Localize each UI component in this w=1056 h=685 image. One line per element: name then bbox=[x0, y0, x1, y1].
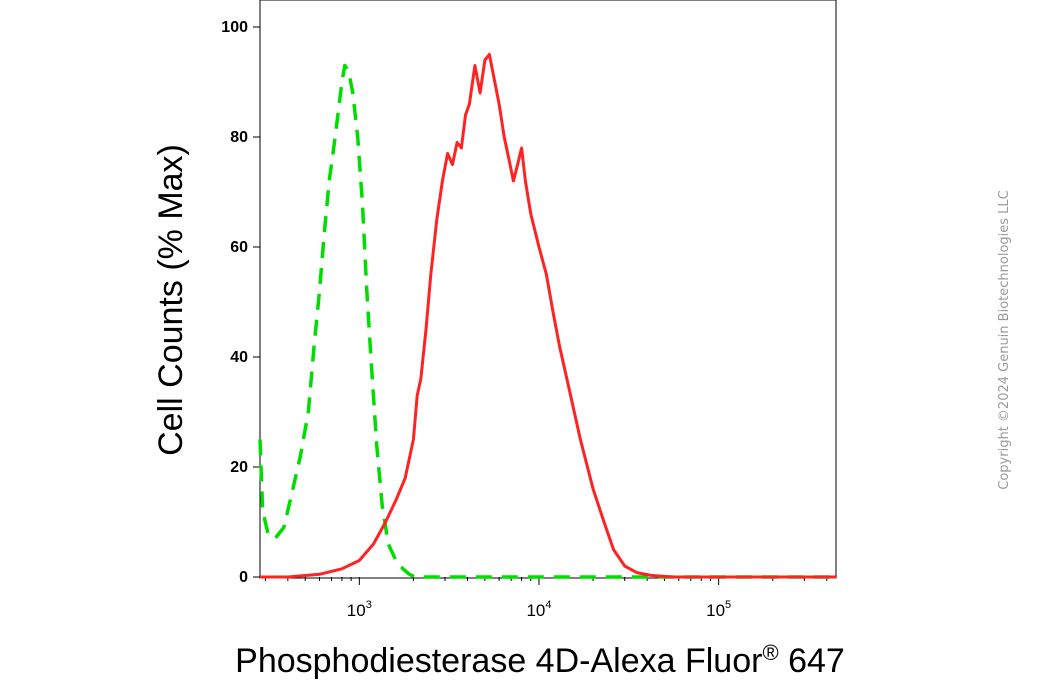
series-group bbox=[258, 53, 836, 579]
x-axis-title-superscript: ® bbox=[762, 640, 778, 665]
x-tick-label-base: 10 bbox=[526, 601, 545, 620]
y-tick-label-40: 40 bbox=[230, 349, 248, 366]
stained-sample-line bbox=[260, 53, 836, 579]
x-axis-title-suffix: 647 bbox=[779, 642, 845, 680]
copyright-notice: Copyright ©2024 Genuin Biotechnologies L… bbox=[997, 190, 1012, 489]
y-tick-label-20: 20 bbox=[230, 459, 248, 476]
x-tick-label-5: 105 bbox=[706, 599, 731, 620]
x-tick-label-3: 103 bbox=[347, 599, 372, 620]
isotype-control-line bbox=[258, 63, 836, 579]
x-axis-title: Phosphodiesterase 4D-Alexa Fluor® 647 bbox=[235, 640, 845, 680]
x-tick-label-exponent: 3 bbox=[366, 599, 372, 611]
x-axis-title-main: Phosphodiesterase 4D-Alexa Fluor bbox=[235, 642, 762, 680]
y-axis-title: Cell Counts (% Max) bbox=[152, 144, 190, 456]
y-axis: 0 20 40 60 80 100 bbox=[221, 19, 260, 586]
plot-frame bbox=[259, 0, 837, 579]
y-tick-label-80: 80 bbox=[230, 129, 248, 146]
x-tick-label-base: 10 bbox=[706, 601, 725, 620]
x-axis: 103 104 105 bbox=[264, 577, 828, 620]
x-tick-label-base: 10 bbox=[347, 601, 366, 620]
y-tick-label-0: 0 bbox=[239, 569, 248, 586]
x-tick-label-4: 104 bbox=[526, 599, 551, 620]
y-tick-label-100: 100 bbox=[221, 19, 248, 36]
x-tick-label-exponent: 5 bbox=[725, 599, 731, 611]
x-tick-label-exponent: 4 bbox=[545, 599, 551, 611]
y-tick-label-60: 60 bbox=[230, 239, 248, 256]
